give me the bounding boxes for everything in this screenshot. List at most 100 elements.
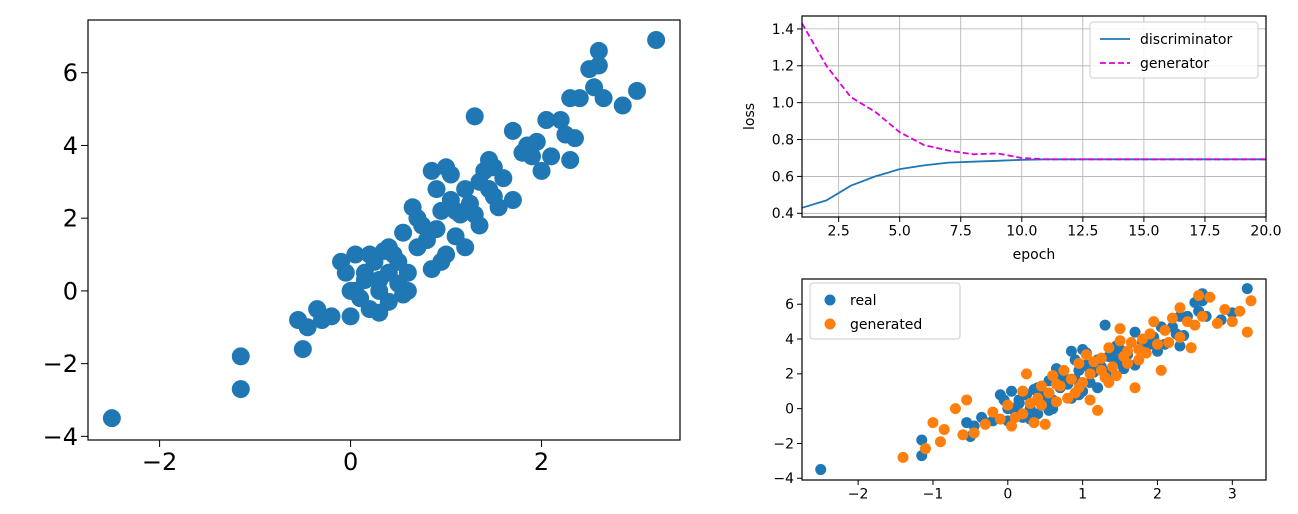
generated-point — [1148, 316, 1160, 328]
data-point — [542, 147, 561, 166]
y-tick-label: −4 — [43, 423, 78, 451]
real-point — [1032, 408, 1044, 420]
y-tick-label: −2 — [773, 436, 794, 452]
data-point — [379, 292, 398, 311]
data-point — [370, 271, 389, 289]
data-point — [413, 216, 432, 235]
x-tick-label: −1 — [923, 486, 944, 502]
data-point — [523, 147, 541, 166]
data-point — [594, 89, 613, 108]
x-tick-label: 2.5 — [827, 223, 849, 239]
generated-point — [927, 417, 939, 429]
y-tick-label: 0 — [785, 402, 794, 418]
x-axis-label: epoch — [1013, 247, 1056, 263]
data-point — [589, 41, 608, 60]
generated-point — [1110, 370, 1122, 382]
data-point — [532, 161, 551, 180]
axes-frame — [801, 15, 1267, 218]
legend-label: discriminator — [1140, 32, 1232, 48]
legend-marker-generated — [824, 318, 836, 330]
legend-marker-real — [824, 294, 836, 306]
y-tick-label: 4 — [63, 132, 78, 160]
x-tick-label: 1 — [1078, 486, 1087, 502]
x-tick-label: 2 — [1153, 486, 1162, 502]
x-tick-label: 0 — [343, 448, 358, 476]
data-point — [408, 238, 427, 257]
data-point — [341, 281, 360, 300]
legend-label: real — [850, 293, 877, 309]
data-point — [570, 89, 589, 108]
generated-point — [987, 406, 999, 418]
y-tick-label: 4 — [785, 332, 794, 348]
generated-point — [1035, 399, 1047, 411]
data-point — [293, 340, 312, 359]
generated-point — [1107, 361, 1119, 373]
generated-point — [957, 429, 969, 441]
data-point — [322, 307, 341, 326]
generated-point — [1103, 377, 1115, 389]
x-tick-label: 20.0 — [1250, 223, 1281, 239]
y-tick-label: 1.4 — [772, 22, 794, 38]
y-tick-label: −4 — [773, 471, 794, 487]
x-tick-label: 5.0 — [889, 223, 911, 239]
generated-point — [1245, 295, 1257, 307]
real-vs-generated-scatter-chart: −2 −1 0 1 2 3 −4 −2 0 2 4 6 real generated — [773, 278, 1267, 502]
x-tick-label: 7.5 — [950, 223, 972, 239]
generated-point — [968, 427, 980, 439]
axes-frame — [87, 19, 681, 441]
generated-point — [1163, 337, 1175, 349]
data-point — [298, 318, 317, 337]
generated-point — [1050, 378, 1062, 390]
data-point — [551, 111, 570, 129]
data-point — [102, 409, 121, 428]
generated-point — [1189, 319, 1201, 331]
data-point — [346, 245, 365, 264]
generated-point — [1155, 364, 1167, 376]
data-point — [537, 111, 556, 129]
data-point — [589, 56, 608, 75]
generated-point — [1234, 305, 1246, 317]
real-point — [1013, 394, 1025, 406]
data-point — [465, 107, 484, 126]
generated-point — [1084, 394, 1096, 406]
y-tick-label: 2 — [63, 205, 78, 233]
data-point — [456, 238, 475, 257]
generated-point — [1047, 370, 1059, 382]
loss-line-chart: 2.5 5.0 7.5 10.0 12.5 15.0 17.5 20.0 0.4 0.6 0.8 1.… — [742, 15, 1282, 263]
generated-point — [1039, 418, 1051, 430]
generated-point — [1095, 364, 1107, 376]
generated-point — [1114, 323, 1126, 335]
generated-point — [1002, 399, 1014, 411]
x-tick-label: 15.0 — [1128, 223, 1159, 239]
real-point — [1065, 345, 1077, 357]
generated-point — [1185, 342, 1197, 354]
generated-point — [1050, 396, 1062, 408]
data-point — [647, 31, 666, 49]
data-point — [565, 129, 584, 148]
y-tick-label: 2 — [785, 367, 794, 383]
x-tick-label: −2 — [848, 486, 869, 502]
generated-point — [1133, 354, 1145, 366]
generated-point — [1043, 387, 1055, 399]
generated-point — [1035, 380, 1047, 392]
generated-point — [1028, 417, 1040, 429]
x-tick-label: −2 — [142, 448, 177, 476]
data-point — [527, 132, 546, 151]
data-point — [628, 81, 647, 100]
generated-point — [1174, 302, 1186, 314]
x-tick-label: 10.0 — [1006, 223, 1037, 239]
real-point — [1241, 283, 1253, 295]
data-point — [379, 238, 398, 257]
data-point — [231, 380, 250, 399]
data-point — [561, 151, 580, 169]
y-tick-label: 0.6 — [772, 169, 794, 185]
generated-point — [1006, 420, 1018, 432]
generated-point — [979, 418, 991, 430]
generated-point — [1226, 316, 1238, 328]
generated-point — [1065, 373, 1077, 385]
generated-point — [1017, 385, 1029, 397]
generated-point — [1219, 303, 1231, 315]
legend-box — [1089, 21, 1259, 79]
generated-point — [1196, 310, 1208, 322]
left-scatter-chart: −2 0 2 −4 −2 0 2 4 6 — [43, 19, 681, 476]
